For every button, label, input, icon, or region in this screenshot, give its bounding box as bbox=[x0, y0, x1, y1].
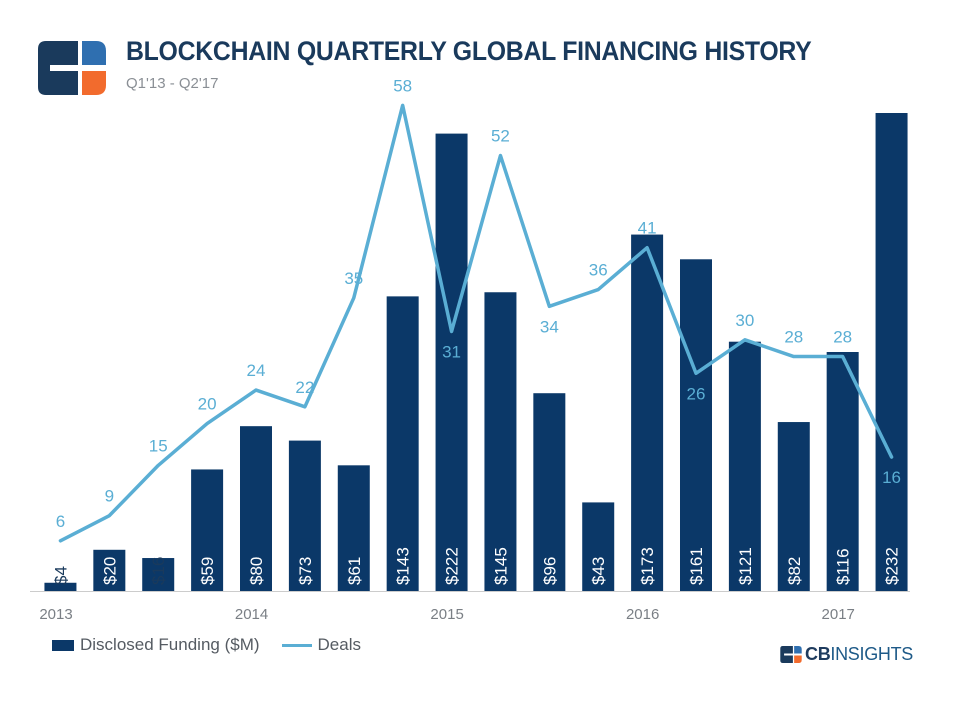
x-tick-label: 2017 bbox=[822, 606, 855, 623]
deals-value-label: 35 bbox=[344, 269, 363, 288]
bar-value-label: $4 bbox=[51, 566, 70, 585]
bar-1 bbox=[93, 549, 126, 591]
x-tick-label: 2014 bbox=[235, 606, 268, 623]
legend-item-funding: Disclosed Funding ($M) bbox=[52, 635, 260, 655]
bar-6 bbox=[337, 465, 370, 591]
deals-value-label: 41 bbox=[638, 219, 657, 238]
deals-value-label: 52 bbox=[491, 127, 510, 146]
bar-8 bbox=[435, 133, 468, 591]
bar-12 bbox=[631, 234, 664, 591]
deals-value-label: 22 bbox=[295, 378, 314, 397]
legend-label-funding: Disclosed Funding ($M) bbox=[80, 635, 260, 654]
legend: Disclosed Funding ($M) Deals bbox=[52, 635, 383, 655]
bar-value-label: $232 bbox=[883, 547, 902, 585]
deals-value-label: 24 bbox=[247, 361, 266, 380]
bar-value-label: $61 bbox=[345, 557, 364, 585]
bar-2 bbox=[142, 558, 175, 591]
bar-14 bbox=[728, 341, 761, 591]
deals-value-label: 30 bbox=[735, 311, 754, 330]
deals-value-label: 16 bbox=[882, 468, 901, 487]
bar-5 bbox=[288, 440, 321, 591]
bar-0 bbox=[44, 582, 77, 591]
bar-value-label: $16 bbox=[149, 557, 168, 585]
x-tick-label: 2016 bbox=[626, 606, 659, 623]
deals-value-label: 28 bbox=[784, 328, 803, 347]
deals-value-label: 15 bbox=[149, 436, 168, 455]
legend-swatch-deals bbox=[281, 643, 312, 647]
bar-value-label: $82 bbox=[785, 557, 804, 585]
bar-value-label: $59 bbox=[198, 557, 217, 585]
chart-title: BLOCKCHAIN QUARTERLY GLOBAL FINANCING HI… bbox=[126, 36, 812, 66]
bar-4 bbox=[240, 426, 272, 591]
deals-value-label: 6 bbox=[56, 512, 65, 531]
x-tick-label: 2015 bbox=[430, 606, 463, 623]
bar-13 bbox=[680, 259, 712, 591]
bar-16 bbox=[826, 352, 859, 591]
bar-3 bbox=[191, 469, 224, 591]
bar-10 bbox=[533, 393, 566, 591]
bar-value-label: $80 bbox=[247, 557, 266, 585]
bar-value-label: $121 bbox=[736, 547, 755, 585]
deals-line bbox=[58, 103, 894, 543]
deals-value-label: 9 bbox=[105, 487, 114, 506]
bar-value-label: $173 bbox=[638, 547, 657, 585]
legend-swatch-funding bbox=[52, 639, 74, 651]
bar-value-label: $96 bbox=[540, 557, 559, 585]
brand-bold: CB bbox=[805, 644, 831, 664]
bar-17 bbox=[875, 113, 908, 591]
brand-logo-icon bbox=[780, 646, 802, 663]
deals-value-label: 31 bbox=[442, 342, 461, 361]
deals-value-label: 28 bbox=[833, 328, 852, 347]
bar-value-label: $161 bbox=[687, 547, 706, 585]
deals-value-label: 20 bbox=[198, 395, 217, 414]
bar-7 bbox=[386, 296, 419, 591]
bar-15 bbox=[777, 422, 810, 591]
bar-11 bbox=[582, 502, 615, 591]
bar-value-label: $73 bbox=[296, 557, 315, 585]
deals-value-label: 34 bbox=[540, 317, 559, 336]
deals-value-label: 36 bbox=[589, 261, 608, 280]
bar-9 bbox=[484, 292, 517, 591]
legend-item-deals: Deals bbox=[281, 635, 361, 655]
deals-value-label: 58 bbox=[393, 76, 412, 95]
x-tick-label: 2013 bbox=[39, 606, 72, 623]
bar-value-label: $145 bbox=[491, 547, 510, 585]
bar-value-label: $20 bbox=[100, 557, 119, 585]
bar-value-label: $43 bbox=[589, 557, 608, 585]
brand-light: INSIGHTS bbox=[830, 644, 914, 664]
legend-label-deals: Deals bbox=[317, 635, 361, 654]
cb-insights-logo bbox=[38, 41, 106, 95]
brand-wordmark: CBINSIGHTS bbox=[805, 644, 913, 665]
brand-footer: CBINSIGHTS bbox=[780, 644, 913, 665]
bar-value-label: $222 bbox=[443, 547, 462, 585]
bar-value-label: $143 bbox=[394, 547, 413, 585]
bar-value-label: $116 bbox=[834, 548, 853, 585]
chart-subtitle: Q1'13 - Q2'17 bbox=[126, 75, 219, 92]
deals-value-label: 26 bbox=[687, 384, 706, 403]
